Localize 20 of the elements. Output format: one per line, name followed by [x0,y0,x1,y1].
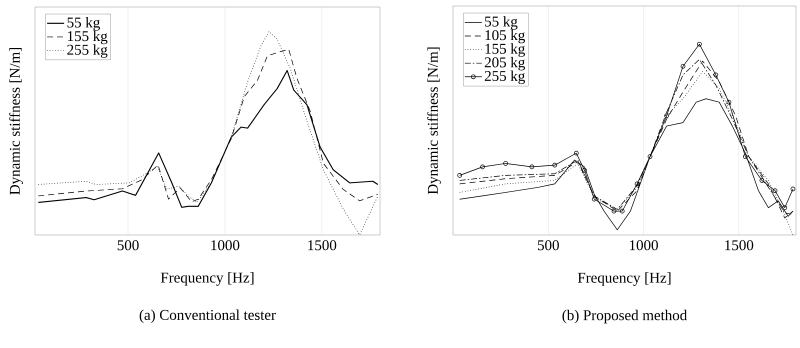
x-tick-label: 1000 [630,240,658,250]
x-axis-title: Frequency [Hz] [578,272,670,286]
x-tick-label: 500 [538,240,559,250]
x-tick-label: 1500 [725,240,754,250]
x-axis-title: Frequency [Hz] [160,272,254,286]
legend-label: 205 kg [484,56,525,70]
legend-label: 155 kg [486,43,525,57]
x-tick-label: 500 [118,240,139,250]
legend-label: 155 kg [68,30,108,44]
legend-label: 255 kg [67,44,108,58]
text: (a) Conventional tester [140,309,276,323]
text: (b) Proposed method [562,310,687,324]
legend-label: 55 kg [68,17,100,31]
y-axis-title: Dynamic stiffness [N/m] [427,47,441,194]
legend-label: 55 kg [485,16,518,30]
x-tick-label: 1500 [308,240,336,250]
legend-label: 105 kg [486,30,525,44]
x-tick-label: 1000 [211,240,240,250]
legend-label: 255 kg [484,70,525,84]
y-axis-title: Dynamic stiffness [N/m] [9,48,23,195]
